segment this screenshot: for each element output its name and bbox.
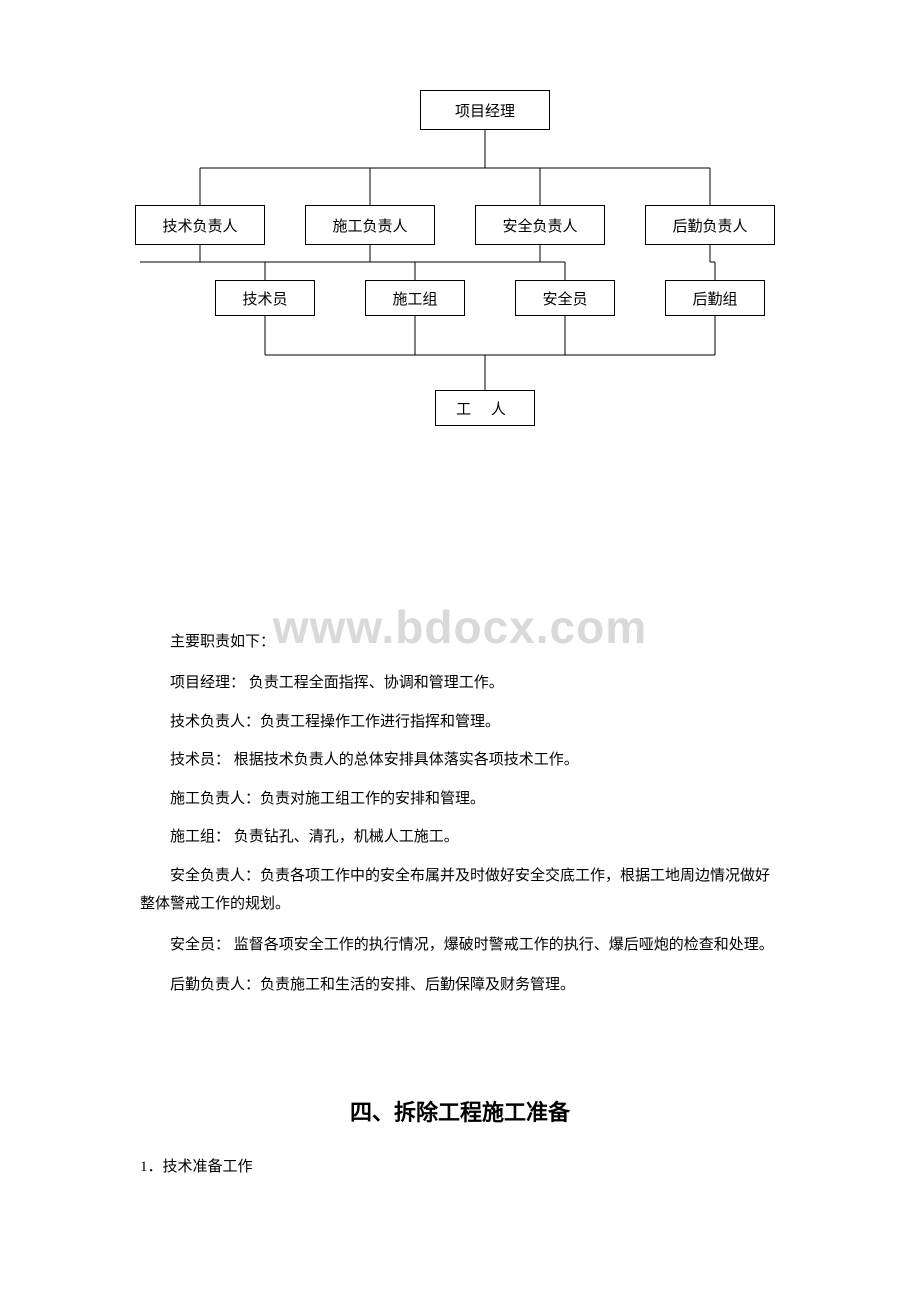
org-node-project-manager: 项目经理 bbox=[420, 90, 550, 130]
section-4-heading: 四、拆除工程施工准备 bbox=[140, 1095, 780, 1127]
section-4-item-1: 1．技术准备工作 bbox=[140, 1155, 780, 1176]
responsibility-item: 安全员： 监督各项安全工作的执行情况，爆破时警戒工作的执行、爆后哑炮的检查和处理… bbox=[140, 931, 780, 960]
responsibility-item: 安全负责人：负责各项工作中的安全布属并及时做好安全交底工作，根据工地周边情况做好… bbox=[140, 862, 780, 919]
org-node-safety-lead: 安全负责人 bbox=[475, 205, 605, 245]
org-node-safety-officer: 安全员 bbox=[515, 280, 615, 316]
org-node-tech-lead: 技术负责人 bbox=[135, 205, 265, 245]
org-node-technician: 技术员 bbox=[215, 280, 315, 316]
responsibilities-intro: 主要职责如下： bbox=[140, 630, 780, 651]
org-node-logistics-team: 后勤组 bbox=[665, 280, 765, 316]
responsibility-item: 技术负责人：负责工程操作工作进行指挥和管理。 bbox=[140, 708, 780, 737]
responsibility-item: 技术员： 根据技术负责人的总体安排具体落实各项技术工作。 bbox=[140, 746, 780, 775]
responsibility-item: 施工组： 负责钻孔、清孔，机械人工施工。 bbox=[140, 823, 780, 852]
org-node-workers: 工 人 bbox=[435, 390, 535, 426]
responsibility-item: 施工负责人：负责对施工组工作的安排和管理。 bbox=[140, 785, 780, 814]
org-node-construction-lead: 施工负责人 bbox=[305, 205, 435, 245]
org-node-construction-team: 施工组 bbox=[365, 280, 465, 316]
responsibility-item: 项目经理： 负责工程全面指挥、协调和管理工作。 bbox=[140, 669, 780, 698]
org-node-logistics-lead: 后勤负责人 bbox=[645, 205, 775, 245]
org-chart: 项目经理 技术负责人 施工负责人 安全负责人 后勤负责人 技术员 施工组 安全员… bbox=[140, 90, 780, 450]
responsibility-item: 后勤负责人：负责施工和生活的安排、后勤保障及财务管理。 bbox=[140, 971, 780, 1000]
